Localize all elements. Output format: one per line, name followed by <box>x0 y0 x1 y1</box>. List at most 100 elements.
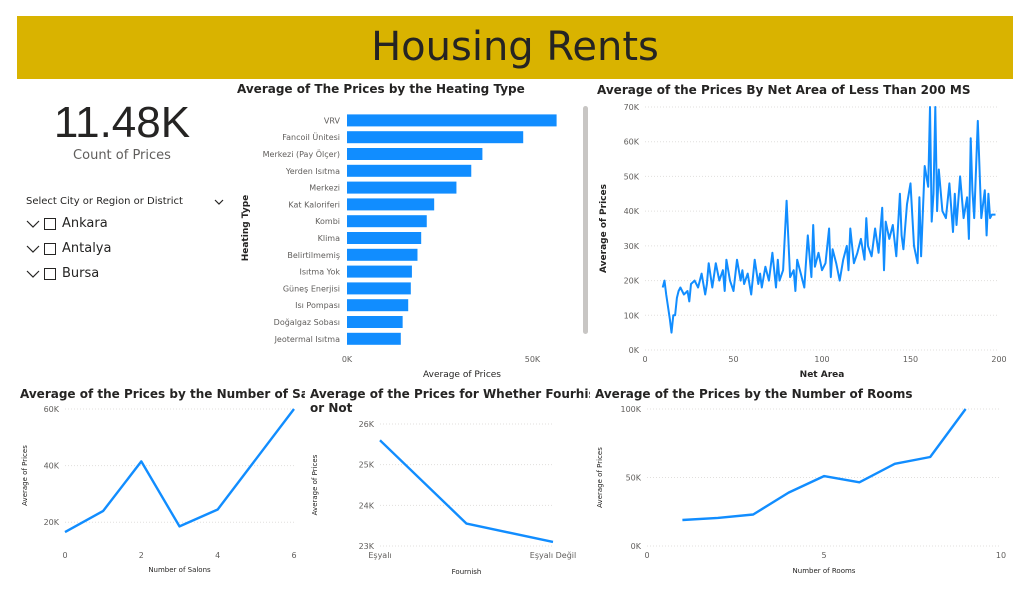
x-tick-label: 2 <box>139 551 144 560</box>
x-axis-label: Fournish <box>452 568 482 576</box>
category-label: Güneş Enerjisi <box>283 284 340 293</box>
x-tick-label: Eşyalı Değil <box>530 551 576 560</box>
region-slicer[interactable]: Select City or Region or District Ankara… <box>20 192 230 286</box>
y-tick-label: 100K <box>620 405 641 414</box>
x-axis-label: Net Area <box>800 370 845 380</box>
x-tick-label: 5 <box>821 551 826 560</box>
chevron-down-icon[interactable] <box>26 243 40 255</box>
net-area-line-chart[interactable]: Average of the Prices By Net Area of Les… <box>592 78 1022 384</box>
title-banner: Housing Rents <box>17 16 1013 79</box>
checkbox[interactable] <box>44 242 56 255</box>
x-tick-label: 6 <box>291 551 296 560</box>
chart-title: Average of the Prices by the Number of R… <box>595 387 913 401</box>
category-label: Isıtma Yok <box>300 268 341 277</box>
category-label: Merkezi (Pay Ölçer) <box>263 149 340 159</box>
bar <box>347 114 557 127</box>
rooms-line-chart[interactable]: Average of the Prices by the Number of R… <box>590 382 1022 582</box>
series-line <box>64 408 295 534</box>
category-label: Yerden Isıtma <box>285 167 340 176</box>
slicer-item-label: Bursa <box>62 266 100 281</box>
kpi-label: Count of Prices <box>73 148 171 163</box>
y-tick-label: 60K <box>44 405 60 414</box>
x-tick-label: 10 <box>996 551 1006 560</box>
x-tick-label: 0 <box>62 551 67 560</box>
salons-line-chart[interactable]: Average of the Prices by the Number of S… <box>15 382 305 582</box>
category-label: Fancoil Ünitesi <box>282 132 340 142</box>
category-label: Doğalgaz Sobası <box>274 318 340 327</box>
y-tick-label: 24K <box>359 501 375 510</box>
chart-title: Average of The Prices by the Heating Typ… <box>237 82 525 96</box>
scrollbar <box>583 106 588 334</box>
bar <box>347 181 457 194</box>
y-tick-label: 50K <box>626 474 642 483</box>
y-tick-label: 10K <box>624 311 640 320</box>
page-title: Housing Rents <box>371 24 659 70</box>
category-label: Isı Pompası <box>295 301 340 310</box>
series-line <box>379 439 554 544</box>
x-tick-label: 0 <box>642 355 647 364</box>
furnished-line-chart[interactable]: Average of the Prices for Whether Fourhi… <box>305 382 590 582</box>
bar <box>347 332 401 345</box>
bar <box>347 131 524 144</box>
x-axis-label: Number of Rooms <box>793 567 856 575</box>
chevron-down-icon[interactable] <box>214 198 224 206</box>
chart-title: or Not <box>310 401 353 415</box>
kpi-value: 11.48K <box>53 98 191 147</box>
slicer-header[interactable]: Select City or Region or District <box>20 192 230 211</box>
category-label: Kombi <box>315 217 340 226</box>
x-tick-label: 150 <box>903 355 918 364</box>
y-axis-label: Average of Prices <box>599 184 609 273</box>
y-tick-label: 26K <box>359 420 375 429</box>
y-axis-label: Average of Prices <box>21 445 29 506</box>
series-line <box>661 106 996 334</box>
y-tick-label: 0K <box>629 346 640 355</box>
x-tick-label: 50K <box>525 355 541 364</box>
x-tick-label: 4 <box>215 551 220 560</box>
y-tick-label: 40K <box>44 462 60 471</box>
x-tick-label: 200 <box>991 355 1006 364</box>
bar <box>347 299 409 312</box>
category-label: Kat Kaloriferi <box>288 200 340 209</box>
slicer-item-ankara[interactable]: Ankara <box>20 211 230 236</box>
y-axis-label: Average of Prices <box>596 447 604 508</box>
y-tick-label: 20K <box>44 518 60 527</box>
slicer-item-antalya[interactable]: Antalya <box>20 236 230 261</box>
series-line <box>682 408 967 522</box>
bar <box>347 215 427 228</box>
y-tick-label: 50K <box>624 172 640 181</box>
checkbox[interactable] <box>44 267 56 280</box>
bar <box>347 316 403 328</box>
heating-type-bar-chart[interactable]: Average of The Prices by the Heating Typ… <box>232 78 592 384</box>
slicer-item-bursa[interactable]: Bursa <box>20 261 230 286</box>
bar <box>347 265 412 278</box>
bar <box>347 248 418 261</box>
category-label: Jeotermal Isıtma <box>274 335 341 344</box>
category-label: Belirtilmemiş <box>287 251 340 260</box>
x-axis-label: Number of Salons <box>148 566 211 574</box>
chevron-down-icon[interactable] <box>26 218 40 230</box>
bar <box>347 282 411 295</box>
x-tick-label: 0K <box>342 355 353 364</box>
chart-title: Average of the Prices By Net Area of Les… <box>597 83 971 97</box>
x-tick-label: 50 <box>728 355 738 364</box>
y-axis-label: Heating Type <box>241 195 251 262</box>
chevron-down-icon[interactable] <box>26 268 40 280</box>
x-tick-label: 100 <box>814 355 829 364</box>
chart-title: Average of the Prices for Whether Fourhi… <box>310 387 590 401</box>
y-tick-label: 70K <box>624 103 640 112</box>
bar <box>347 164 472 177</box>
y-tick-label: 60K <box>624 138 640 147</box>
slicer-item-label: Ankara <box>62 216 108 231</box>
y-tick-label: 30K <box>624 242 640 251</box>
y-tick-label: 40K <box>624 207 640 216</box>
x-tick-label: Eşyalı <box>368 551 391 560</box>
slicer-item-label: Antalya <box>62 241 112 256</box>
checkbox[interactable] <box>44 217 56 230</box>
bar <box>347 198 435 211</box>
x-axis-label: Average of Prices <box>423 370 501 380</box>
kpi-card[interactable]: 11.48K Count of Prices <box>17 92 227 182</box>
category-label: Klima <box>318 234 340 243</box>
chart-title: Average of the Prices by the Number of S… <box>20 387 305 401</box>
y-tick-label: 20K <box>624 277 640 286</box>
x-tick-label: 0 <box>644 551 649 560</box>
